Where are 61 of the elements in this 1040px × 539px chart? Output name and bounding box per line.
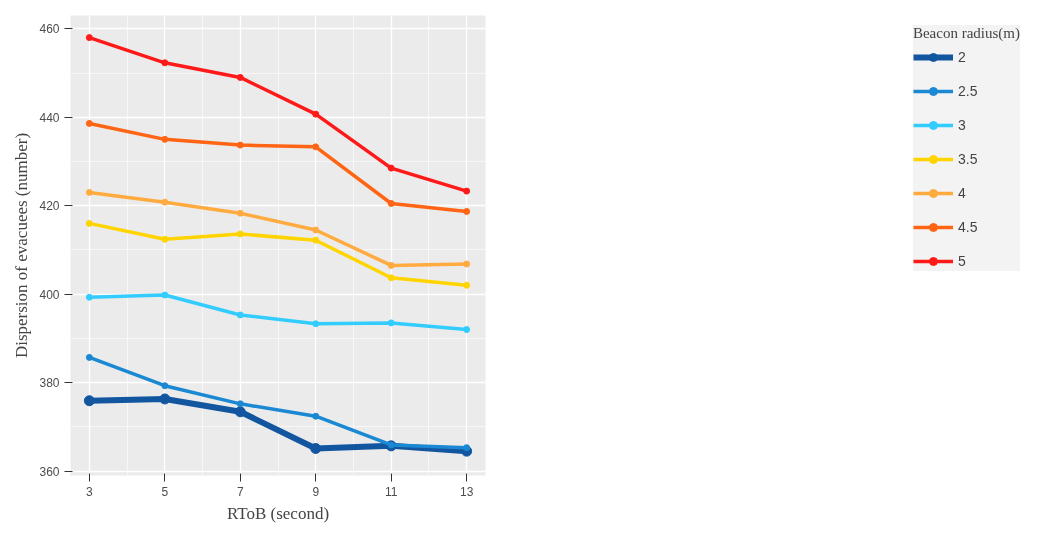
legend-label: 2 <box>957 49 967 65</box>
point <box>236 209 244 217</box>
y-tick-label: 460 <box>39 22 60 37</box>
point <box>463 444 471 452</box>
x-tick-label: 7 <box>236 484 244 499</box>
point <box>312 110 320 118</box>
point <box>161 291 169 299</box>
y-tick-label: 420 <box>39 199 60 214</box>
x-tick-label: 13 <box>459 484 474 499</box>
point <box>463 326 471 334</box>
point <box>236 73 244 81</box>
point <box>161 135 169 143</box>
legend-label: 4 <box>957 185 967 201</box>
point <box>387 199 395 207</box>
point <box>312 143 320 151</box>
x-tick-label: 5 <box>161 484 169 499</box>
legend-label: 3.5 <box>957 151 978 167</box>
legend-title: Beacon radius(m) <box>912 25 1020 42</box>
point <box>387 164 395 172</box>
legend-label: 5 <box>957 253 967 269</box>
point <box>236 230 244 238</box>
x-tick-label: 3 <box>86 484 94 499</box>
y-tick-label: 360 <box>39 464 60 479</box>
point <box>312 226 320 234</box>
y-tick-label: 440 <box>39 110 60 125</box>
point <box>463 207 471 215</box>
x-tick-label: 11 <box>384 484 398 499</box>
point <box>463 281 471 289</box>
x-tick-label: 9 <box>312 484 320 499</box>
point <box>310 443 322 455</box>
point <box>312 412 320 420</box>
point <box>161 382 169 390</box>
legend-label: 4.5 <box>957 219 978 235</box>
point <box>161 59 169 67</box>
y-axis-title: Dispersion of evacuees (number) <box>12 132 32 359</box>
point <box>236 141 244 149</box>
legend-label: 3 <box>957 117 967 133</box>
point <box>83 395 95 407</box>
x-axis-title: RToB (second) <box>226 503 330 523</box>
point <box>234 406 246 418</box>
point <box>85 188 93 196</box>
point <box>387 319 395 327</box>
point <box>161 198 169 206</box>
point <box>387 274 395 282</box>
point <box>161 235 169 243</box>
point <box>236 311 244 319</box>
point <box>85 119 93 127</box>
point <box>85 219 93 227</box>
y-tick-label: 380 <box>39 376 60 391</box>
legend-label: 2.5 <box>957 83 978 99</box>
point <box>85 353 93 361</box>
point <box>236 400 244 408</box>
point <box>159 393 171 405</box>
point <box>312 320 320 328</box>
point <box>463 260 471 268</box>
point <box>387 261 395 269</box>
point <box>85 293 93 301</box>
point <box>312 236 320 244</box>
y-tick-label: 400 <box>39 287 60 302</box>
point <box>463 187 471 195</box>
point <box>85 34 93 42</box>
